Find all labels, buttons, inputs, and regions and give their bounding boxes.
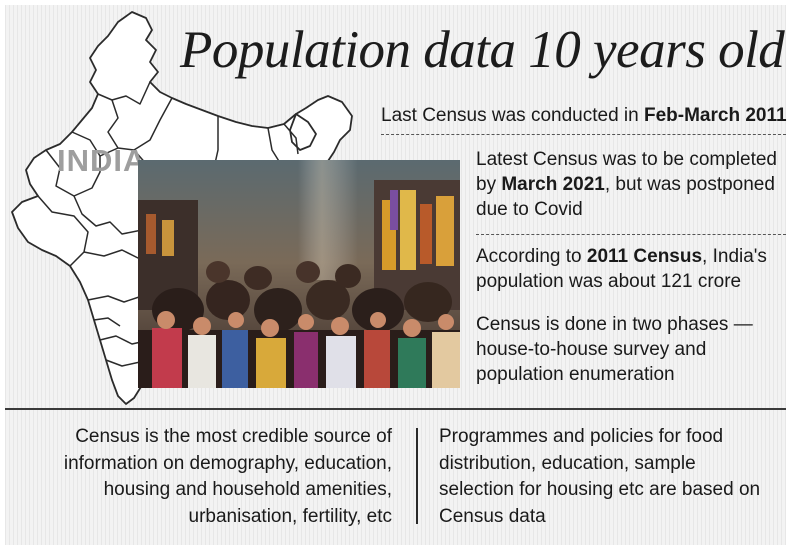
fact-text: Census is done in two phases — house-to-… bbox=[476, 314, 753, 385]
bottom-right-line: distribution, education, sample bbox=[439, 452, 696, 474]
fact-latest-census: Latest Census was to be completed by Mar… bbox=[476, 147, 786, 222]
fact-population: According to 2011 Census, India's popula… bbox=[476, 244, 786, 294]
fact-phases: Census is done in two phases — house-to-… bbox=[476, 312, 786, 387]
page-title: Population data 10 years old bbox=[180, 21, 785, 79]
bottom-right-line: Programmes and policies for food bbox=[439, 426, 724, 447]
divider-dashed bbox=[476, 234, 786, 235]
map-label: INDIA bbox=[57, 143, 147, 178]
divider-dashed bbox=[381, 134, 786, 135]
fact-text: According to bbox=[476, 246, 587, 267]
bottom-left-line: Census is the most credible source of bbox=[75, 426, 392, 447]
bottom-right-text: Programmes and policies for food distrib… bbox=[439, 424, 784, 530]
fact-text: Latest Census was to be completed by bbox=[476, 149, 778, 195]
fact-last-census: Last Census was conducted in Feb-March 2… bbox=[381, 103, 787, 128]
bottom-left-line: information on demography, education, bbox=[63, 452, 392, 474]
fact-text: , India's population was about 121 crore bbox=[476, 246, 767, 292]
crowd-photo-image bbox=[138, 160, 460, 388]
crowd-photo bbox=[138, 160, 460, 388]
section-divider bbox=[5, 408, 786, 410]
fact-highlight: March 2021 bbox=[501, 174, 605, 195]
fact-text: , but was postponed due to Covid bbox=[476, 174, 775, 220]
bottom-right-line: selection for housing etc are based on bbox=[439, 479, 761, 500]
bottom-right-line: Census data bbox=[439, 505, 546, 527]
bottom-left-line: urbanisation, fertility, etc bbox=[188, 505, 392, 527]
bottom-left-text: Census is the most credible source of in… bbox=[30, 424, 392, 530]
fact-text: Last Census was conducted in bbox=[381, 105, 644, 126]
fact-highlight: 2011 Census bbox=[586, 246, 703, 267]
bottom-left-line: housing and household amenities, bbox=[103, 479, 392, 500]
fact-highlight: Feb-March 2011 bbox=[644, 105, 787, 126]
column-divider bbox=[416, 428, 418, 524]
